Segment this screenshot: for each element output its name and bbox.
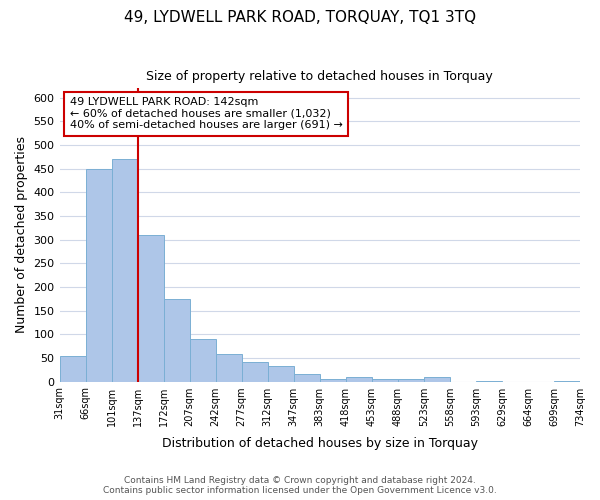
Y-axis label: Number of detached properties: Number of detached properties — [15, 136, 28, 334]
Bar — [294, 374, 320, 382]
Text: 49 LYDWELL PARK ROAD: 142sqm
← 60% of detached houses are smaller (1,032)
40% of: 49 LYDWELL PARK ROAD: 142sqm ← 60% of de… — [70, 97, 343, 130]
Bar — [59, 356, 86, 382]
Bar — [268, 366, 294, 382]
Bar — [346, 377, 372, 382]
Bar — [554, 380, 580, 382]
Bar — [320, 378, 346, 382]
Bar — [372, 379, 398, 382]
Bar — [137, 235, 164, 382]
Bar — [190, 339, 215, 382]
Bar — [112, 160, 137, 382]
Text: 49, LYDWELL PARK ROAD, TORQUAY, TQ1 3TQ: 49, LYDWELL PARK ROAD, TORQUAY, TQ1 3TQ — [124, 10, 476, 25]
Bar — [86, 168, 112, 382]
Bar — [242, 362, 268, 382]
Text: Contains HM Land Registry data © Crown copyright and database right 2024.
Contai: Contains HM Land Registry data © Crown c… — [103, 476, 497, 495]
Bar — [424, 377, 450, 382]
Bar — [398, 379, 424, 382]
Bar — [164, 299, 190, 382]
X-axis label: Distribution of detached houses by size in Torquay: Distribution of detached houses by size … — [162, 437, 478, 450]
Title: Size of property relative to detached houses in Torquay: Size of property relative to detached ho… — [146, 70, 493, 83]
Bar — [215, 354, 242, 382]
Bar — [476, 380, 502, 382]
